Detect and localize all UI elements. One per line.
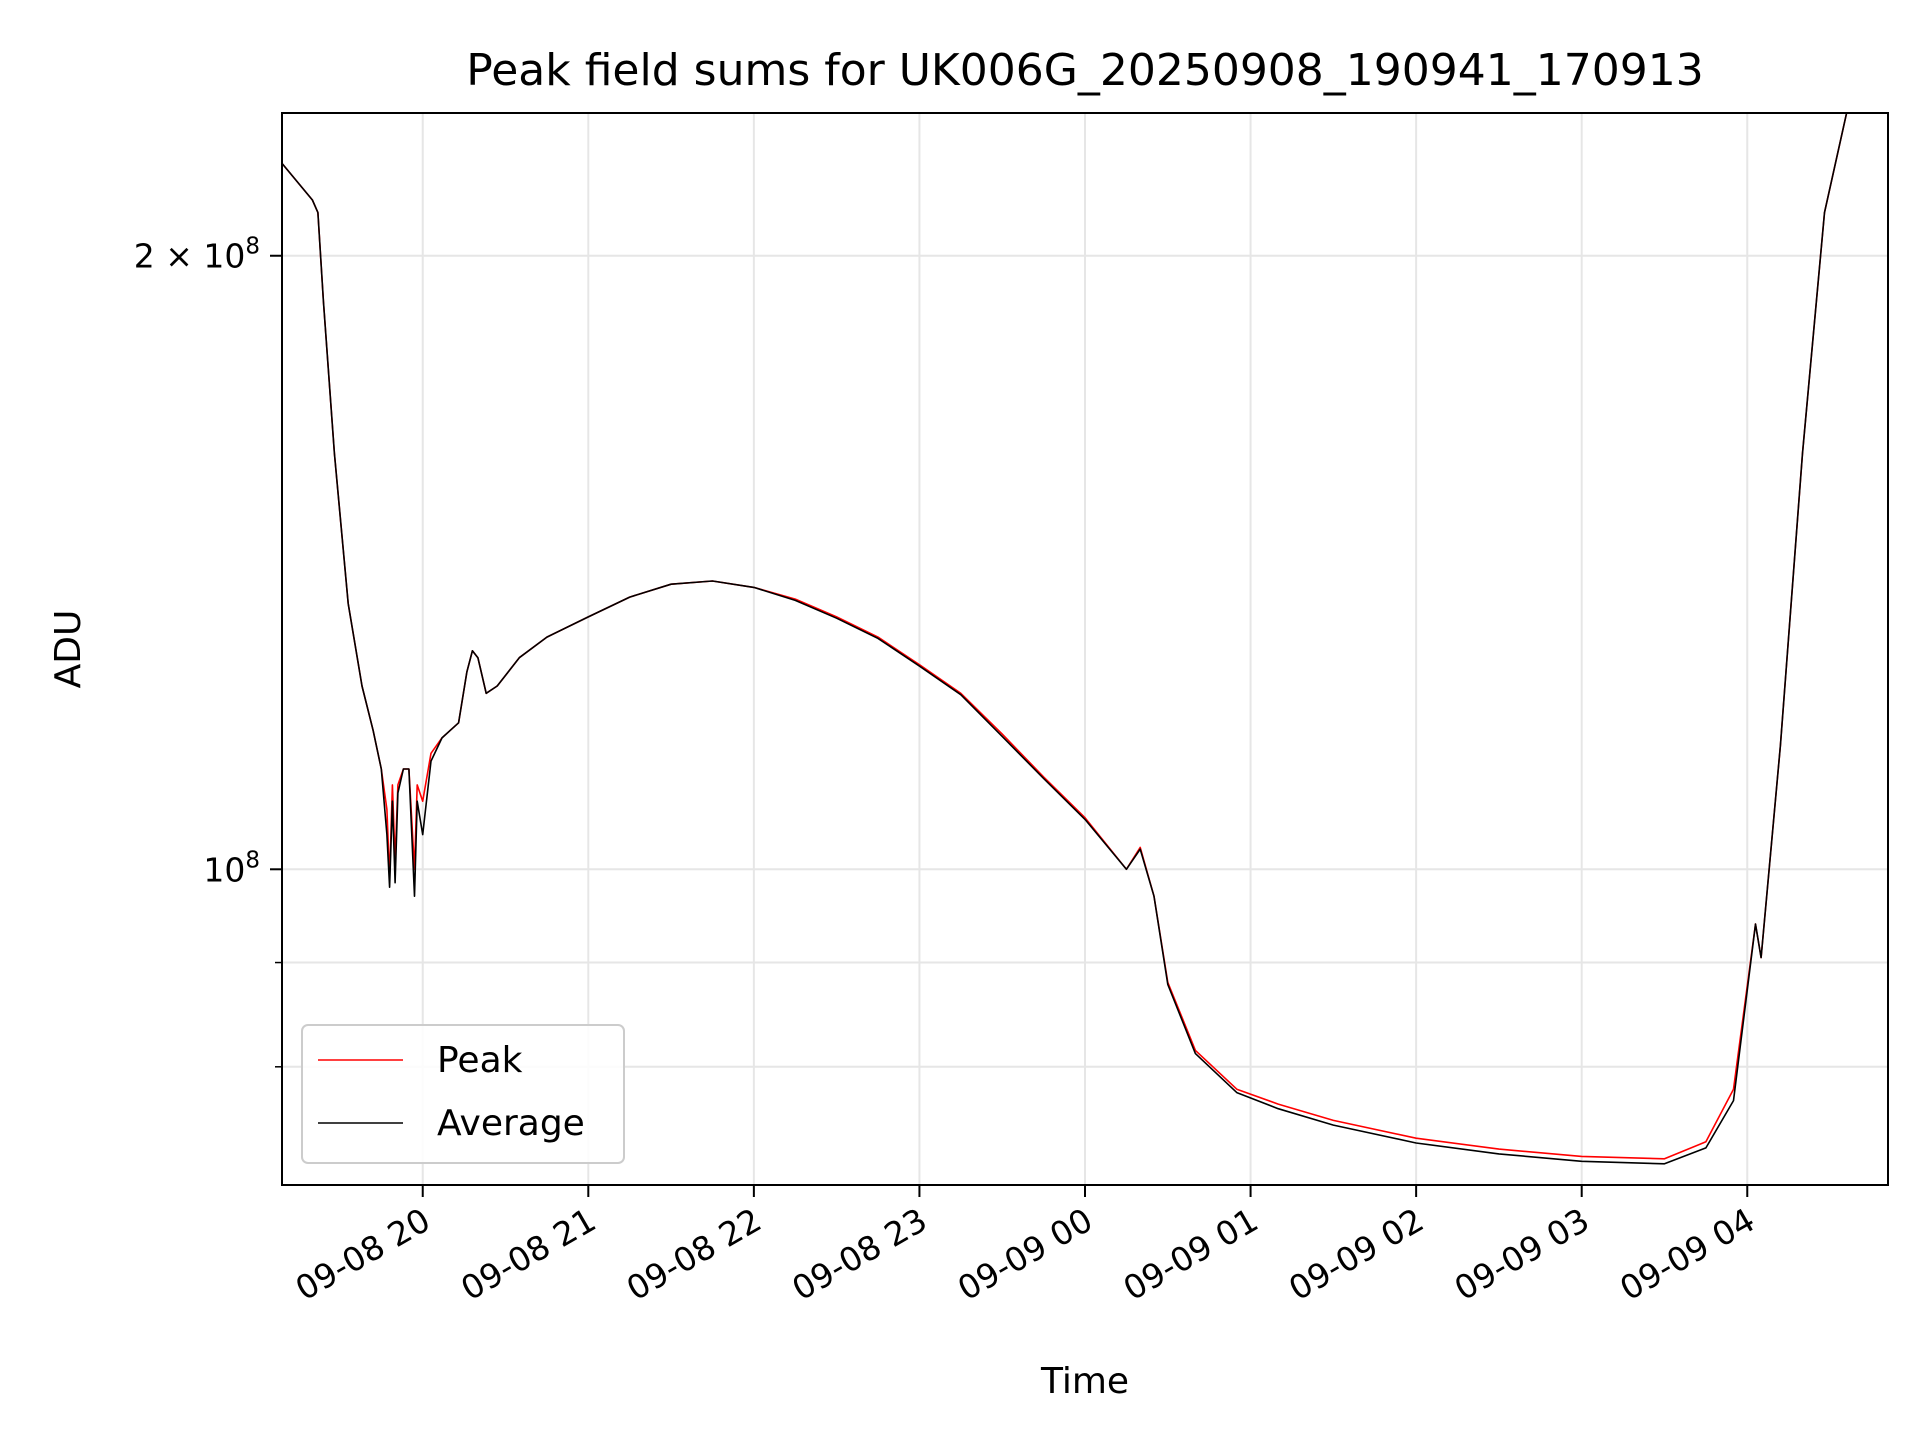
y-tick-label: 2 × 108 (134, 234, 260, 276)
y-tick-label: 108 (203, 847, 260, 889)
legend: Peak Average (301, 1024, 625, 1164)
y-axis-label: ADU (48, 610, 89, 689)
chart-title: Peak field sums for UK006G_20250908_1909… (466, 45, 1703, 96)
legend-label-peak: Peak (437, 1040, 523, 1081)
y-axis: 108 2 × 108 (134, 234, 282, 1068)
x-axis-label: Time (1040, 1361, 1129, 1402)
series-line-average (282, 113, 1888, 1165)
legend-label-average: Average (437, 1103, 585, 1144)
series-lines (282, 113, 1888, 1165)
